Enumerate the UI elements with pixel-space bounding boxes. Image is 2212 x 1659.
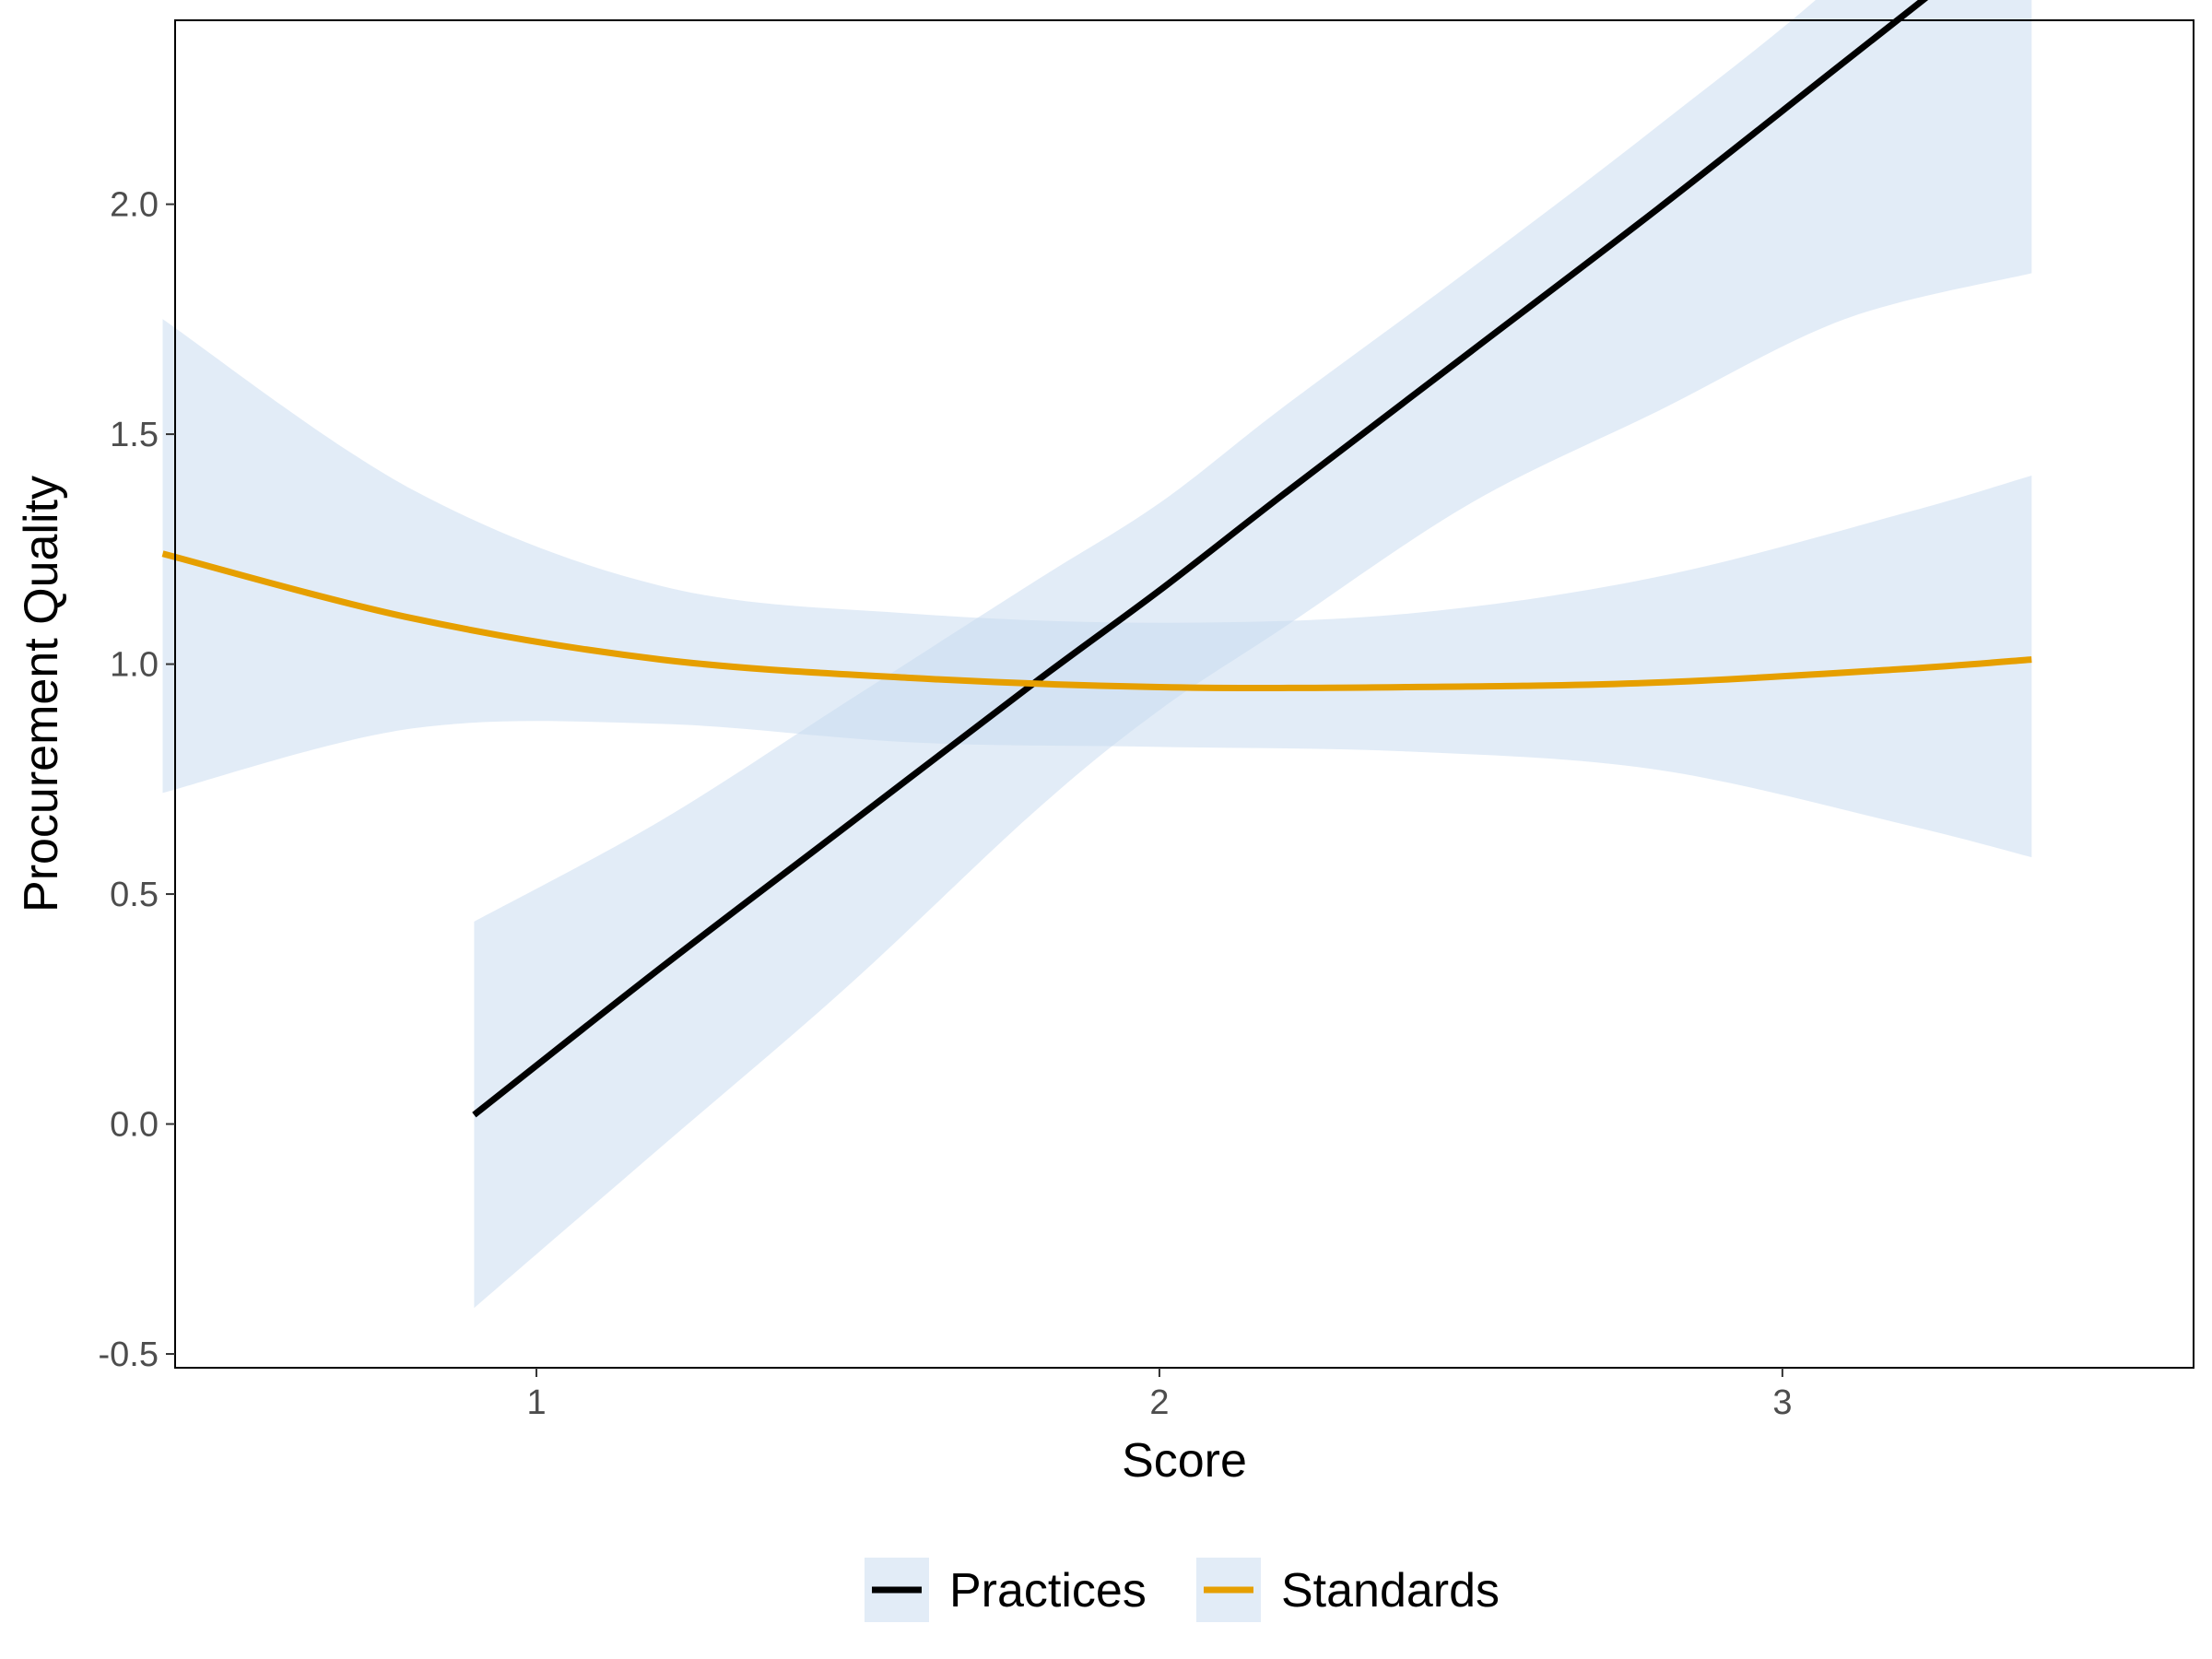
- y-tick-label: 1.0: [110, 646, 159, 685]
- plot-panel-border: [174, 19, 2194, 1369]
- x-tick-label: 2: [1149, 1383, 1169, 1422]
- y-tick-label: 0.5: [110, 876, 159, 914]
- x-tick-label: 3: [1772, 1383, 1792, 1422]
- y-tick-label: -0.5: [99, 1335, 159, 1374]
- y-tick-label: 2.0: [110, 186, 159, 225]
- y-tick-label: 1.5: [110, 416, 159, 454]
- y-tick-label: 0.0: [110, 1106, 159, 1145]
- x-axis: 1 2 3: [526, 1368, 1792, 1422]
- legend-item-standards: Standards: [1196, 1558, 1500, 1622]
- x-axis-title: Score: [1122, 1434, 1247, 1488]
- legend-label-practices: Practices: [949, 1564, 1147, 1618]
- confidence-bands: [162, 0, 2032, 1309]
- confidence-band-standards: [162, 319, 2032, 858]
- confidence-band-practices: [474, 0, 2032, 1309]
- legend-label-standards: Standards: [1281, 1564, 1500, 1618]
- y-axis-title: Procurement Quality: [15, 476, 68, 912]
- series-lines: [161, 0, 2032, 1118]
- x-tick-label: 1: [526, 1383, 546, 1422]
- y-axis: -0.5 0.0 0.5 1.0 1.5 2.0: [99, 186, 175, 1374]
- legend: Practices Standards: [865, 1558, 1500, 1622]
- series-line-standards: [161, 550, 2032, 691]
- series-line-practices: [472, 0, 1929, 1118]
- legend-item-practices: Practices: [865, 1558, 1147, 1622]
